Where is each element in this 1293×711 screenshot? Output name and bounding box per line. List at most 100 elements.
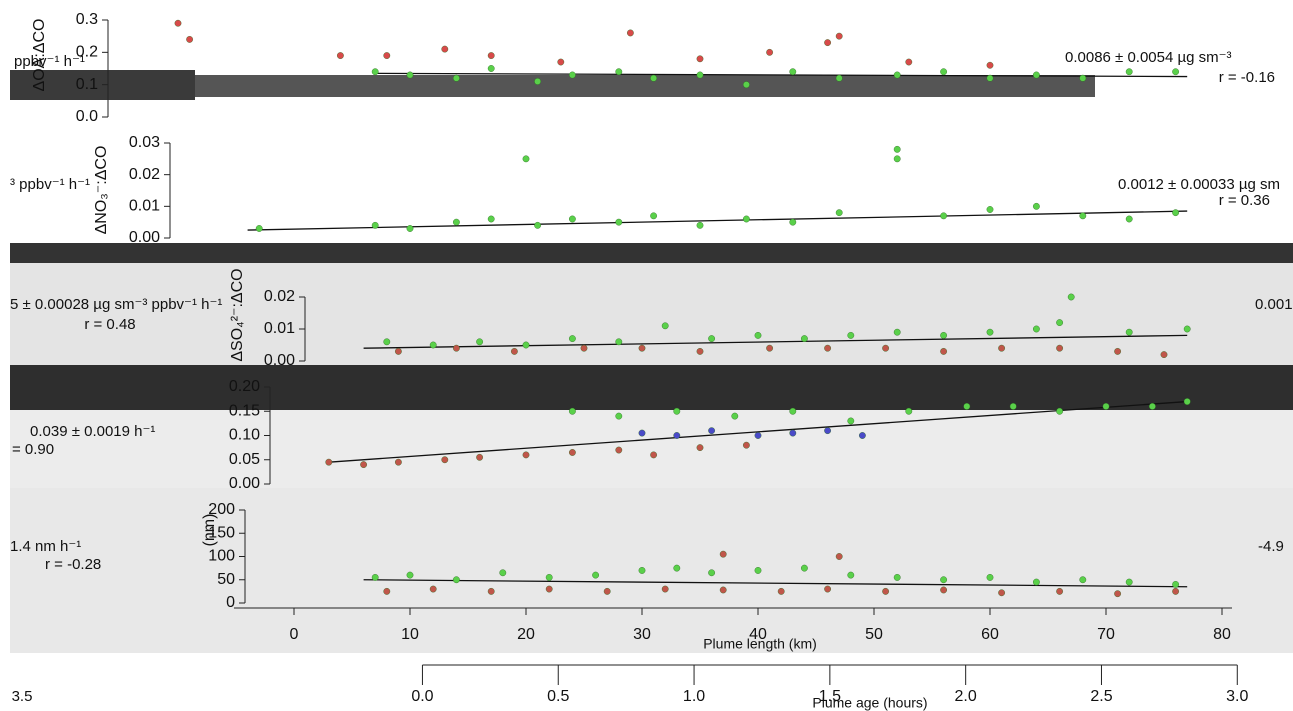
- data-point: [441, 45, 449, 53]
- data-point: [940, 212, 947, 220]
- x-tick-label: 70: [1097, 626, 1115, 643]
- data-point: [186, 36, 194, 43]
- x2-tick-label: 1.0: [683, 688, 705, 705]
- data-point: [986, 328, 994, 336]
- y-axis-title: (nm): [201, 514, 218, 547]
- data-point: [534, 221, 541, 229]
- data-point: [743, 81, 750, 89]
- data-point: [673, 432, 681, 439]
- y-tick-label: 0.01: [129, 198, 160, 215]
- data-point: [1172, 581, 1180, 588]
- data-point: [569, 215, 576, 223]
- annotation: 3.5: [12, 688, 33, 705]
- data-point: [615, 338, 623, 346]
- data-point: [1160, 351, 1168, 358]
- data-point: [650, 451, 657, 459]
- data-point: [743, 215, 750, 223]
- x2-tick-label: 1.5: [819, 688, 841, 705]
- y-tick-label: 0.2: [76, 44, 98, 61]
- data-point: [1114, 347, 1122, 355]
- data-point: [835, 209, 843, 217]
- data-point: [893, 71, 901, 79]
- glitch-band: [10, 488, 1293, 653]
- x2-tick-label: 0.0: [411, 688, 433, 705]
- data-point: [522, 451, 530, 459]
- data-point: [859, 432, 866, 439]
- data-point: [847, 417, 855, 425]
- data-point: [371, 574, 379, 581]
- data-point: [499, 569, 507, 577]
- data-point: [789, 218, 797, 226]
- data-point: [1033, 202, 1040, 210]
- glitch-band: [10, 263, 1293, 365]
- data-point: [1102, 402, 1110, 410]
- y-tick-label: 0.10: [229, 427, 260, 444]
- annotation: r = -0.28: [45, 556, 101, 573]
- data-point: [754, 567, 762, 574]
- x2-tick-label: 2.0: [955, 688, 977, 705]
- y-tick-label: 0.03: [129, 134, 160, 151]
- data-point: [940, 586, 947, 594]
- data-point: [1056, 587, 1064, 595]
- data-point: [893, 155, 901, 163]
- data-point: [986, 574, 994, 581]
- data-point: [696, 221, 704, 229]
- data-point: [719, 550, 727, 558]
- y-tick-label: 0.02: [264, 288, 295, 305]
- data-point: [1056, 319, 1064, 326]
- data-point: [1125, 578, 1133, 586]
- y-tick-label: 200: [208, 501, 235, 518]
- data-point: [1125, 328, 1133, 336]
- annotation: r = 0.48: [84, 316, 135, 333]
- data-point: [615, 446, 623, 454]
- data-point: [534, 78, 541, 85]
- data-point: [371, 68, 379, 76]
- data-point: [650, 74, 657, 82]
- data-point: [835, 553, 843, 560]
- data-point: [569, 71, 576, 79]
- x-tick-label: 50: [865, 626, 883, 643]
- data-point: [452, 74, 460, 82]
- data-point: [522, 155, 530, 163]
- y-axis-title: ΔSO₄²⁻:ΔCO: [229, 268, 246, 361]
- glitch-band: [10, 243, 1293, 263]
- x2-tick-label: 2.5: [1090, 688, 1112, 705]
- data-point: [893, 574, 901, 581]
- data-point: [406, 571, 414, 579]
- x2-tick-label: 3.0: [1226, 688, 1248, 705]
- data-point: [986, 74, 994, 82]
- y-tick-label: 0.00: [229, 475, 260, 492]
- data-point: [801, 564, 808, 572]
- data-point: [847, 331, 855, 339]
- data-point: [487, 52, 495, 59]
- data-point: [893, 145, 901, 153]
- data-point: [673, 407, 681, 415]
- data-point: [893, 328, 901, 336]
- glitch-band: [10, 410, 1293, 488]
- data-point: [708, 569, 715, 577]
- data-point: [1183, 398, 1191, 405]
- data-point: [835, 32, 843, 40]
- data-point: [511, 347, 518, 355]
- annotation: r = 0.36: [1219, 192, 1270, 209]
- data-point: [905, 407, 913, 415]
- data-point: [986, 206, 994, 213]
- data-point: [383, 338, 391, 346]
- data-point: [371, 221, 379, 229]
- data-point: [1067, 293, 1075, 301]
- annotation: ³ ppbv⁻¹ h⁻¹: [10, 176, 90, 193]
- data-point: [754, 432, 762, 439]
- data-point: [998, 589, 1005, 597]
- data-point: [452, 218, 460, 226]
- x-tick-label: 60: [981, 626, 999, 643]
- data-point: [638, 429, 646, 437]
- data-point: [406, 225, 414, 232]
- glitch-band: [195, 75, 1095, 97]
- x-tick-label: 80: [1213, 626, 1231, 643]
- data-point: [650, 212, 657, 220]
- annotation: 0.001: [1255, 296, 1293, 313]
- data-point: [1125, 215, 1133, 223]
- data-point: [1149, 402, 1156, 410]
- data-point: [1079, 212, 1087, 220]
- annotation: 0.0012 ± 0.00033 µg sm: [1118, 176, 1280, 193]
